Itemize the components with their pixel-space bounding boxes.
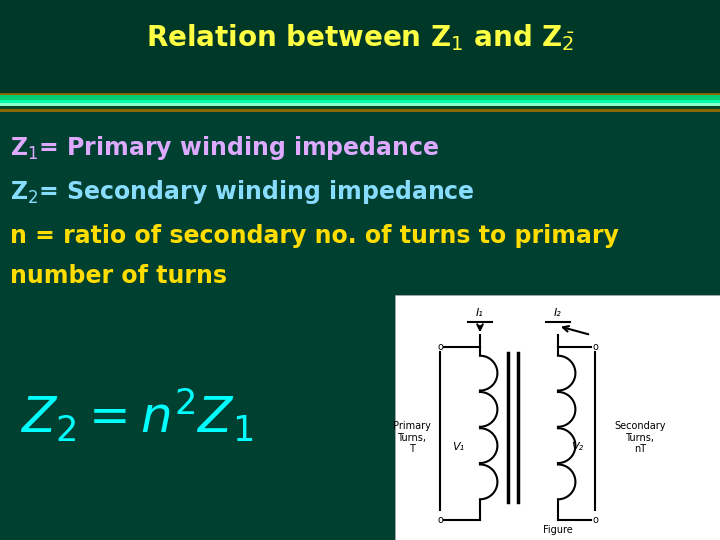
Text: Relation between Z$_1$ and Z$_{\bar{2}}$: Relation between Z$_1$ and Z$_{\bar{2}}$ <box>145 23 575 53</box>
Text: o: o <box>437 515 443 525</box>
Text: Z$_2$= Secondary winding impedance: Z$_2$= Secondary winding impedance <box>10 178 474 206</box>
Text: V₂: V₂ <box>571 442 583 453</box>
Text: Figure: Figure <box>543 525 572 535</box>
Text: Primary
Turns,
T: Primary Turns, T <box>393 421 431 454</box>
Text: I₂: I₂ <box>554 308 562 318</box>
Bar <box>0 95 720 103</box>
Bar <box>0 93 720 95</box>
Text: n = ratio of secondary no. of turns to primary: n = ratio of secondary no. of turns to p… <box>10 224 619 248</box>
Text: V₁: V₁ <box>452 442 464 453</box>
Text: I₁: I₁ <box>476 308 484 318</box>
Bar <box>0 0 720 95</box>
Text: $Z_2 = n^2 Z_1$: $Z_2 = n^2 Z_1$ <box>20 387 253 443</box>
Bar <box>0 103 720 106</box>
Bar <box>0 109 720 112</box>
Text: o: o <box>592 515 598 525</box>
Text: Secondary
Turns,
nT: Secondary Turns, nT <box>614 421 666 454</box>
Bar <box>395 295 720 540</box>
Text: o: o <box>437 342 443 352</box>
Text: o: o <box>592 342 598 352</box>
Text: Z$_1$= Primary winding impedance: Z$_1$= Primary winding impedance <box>10 134 439 162</box>
Bar <box>0 100 720 106</box>
Text: number of turns: number of turns <box>10 264 227 288</box>
Bar <box>0 106 720 109</box>
